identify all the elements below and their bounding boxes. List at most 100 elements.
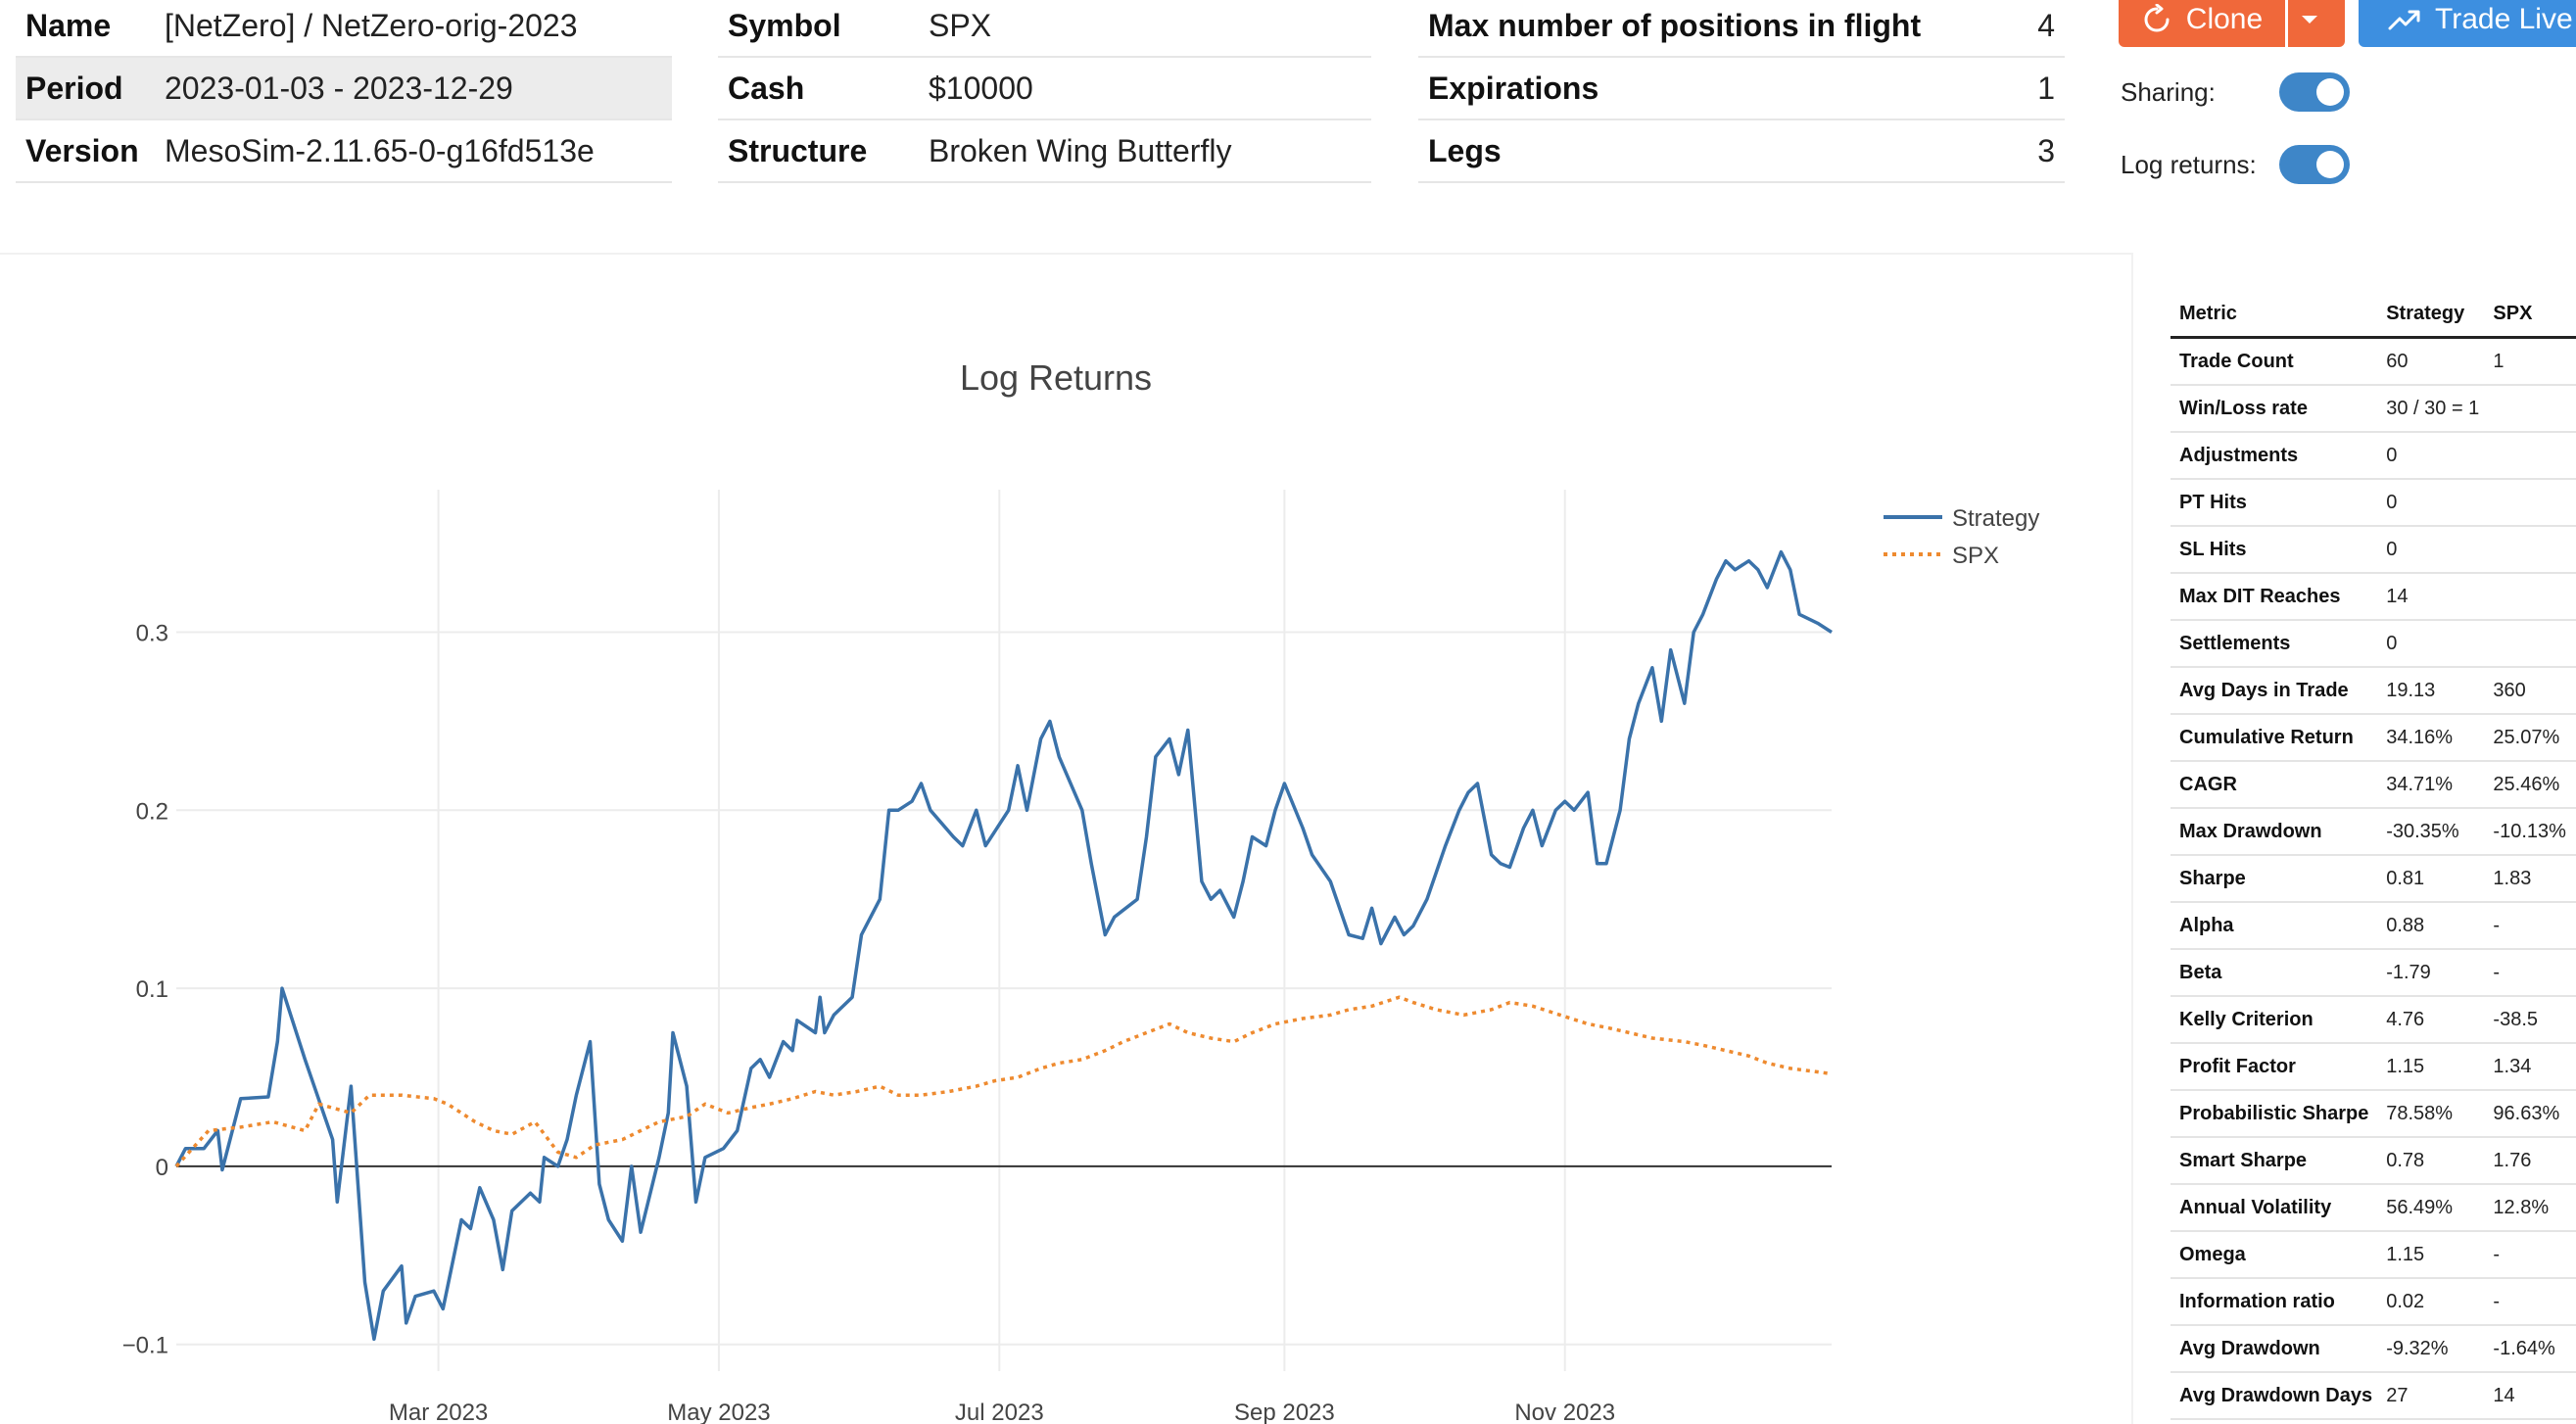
expirations-label: Expirations — [1418, 57, 2032, 120]
trade-live-button[interactable]: Trade Live — [2359, 0, 2576, 47]
strategy-value: 0 — [2377, 620, 2485, 668]
spx-value: - — [2484, 902, 2576, 950]
toggle-knob — [2316, 151, 2344, 178]
metrics-row: Omega 1.15- — [2171, 1231, 2576, 1279]
symbol-value: SPX — [929, 0, 1371, 58]
metric-name: Alpha — [2171, 902, 2378, 950]
spx-value — [2484, 432, 2576, 480]
structure-label: Structure — [718, 119, 929, 183]
metrics-row: Information ratio 0.02- — [2171, 1278, 2576, 1326]
maxpos-label: Max number of positions in flight — [1418, 0, 2032, 58]
legs-label: Legs — [1418, 119, 2032, 183]
spx-value: -1.64% — [2484, 1325, 2576, 1373]
strategy-value: -9.32% — [2377, 1325, 2485, 1373]
metrics-row: Max Drawdown -30.35% -10.13% — [2171, 808, 2576, 856]
spx-value — [2484, 526, 2576, 574]
toggle-knob — [2316, 78, 2344, 106]
spx-value: 96.63% — [2484, 1090, 2576, 1138]
log-returns-toggle[interactable] — [2279, 145, 2350, 184]
strategy-value: 0 — [2377, 526, 2485, 574]
strategy-value: -30.35% — [2377, 808, 2485, 856]
series-line-strategy — [174, 549, 1833, 1342]
spx-value: 360 — [2484, 667, 2576, 715]
panel-divider — [2131, 253, 2133, 1424]
spx-value: 1.76 — [2484, 1137, 2576, 1185]
caret-down-icon — [2302, 16, 2317, 24]
metric-name: Omega — [2171, 1231, 2378, 1279]
metric-name: Annual Volatility — [2171, 1184, 2378, 1232]
strategy-column-header: Strategy — [2377, 291, 2485, 339]
metric-name: Adjustments — [2171, 432, 2378, 480]
sharing-setting: Sharing: — [2121, 72, 2350, 112]
metrics-header-row: Metric Strategy SPX — [2171, 291, 2576, 339]
trade-live-label: Trade Live — [2435, 3, 2573, 35]
x-tick-label: Sep 2023 — [1234, 1400, 1335, 1424]
clone-button[interactable]: Clone — [2119, 0, 2285, 47]
series-line-spx — [174, 995, 1833, 1168]
metric-name: Max Drawdown — [2171, 808, 2378, 856]
cash-label: Cash — [718, 57, 929, 120]
y-tick-label: 0.2 — [136, 798, 168, 825]
metrics-row: Max DIT Reaches 14 — [2171, 573, 2576, 621]
strategy-value: -1.79 — [2377, 949, 2485, 997]
metric-name: Kelly Criterion — [2171, 996, 2378, 1044]
name-value: [NetZero] / NetZero-orig-2023 — [165, 0, 672, 58]
metric-name: SL Hits — [2171, 526, 2378, 574]
info-row-version: Version MesoSim-2.11.65-0-g16fd513e — [16, 119, 672, 183]
metrics-row: Avg Drawdown -9.32% -1.64% — [2171, 1325, 2576, 1373]
clone-button-label: Clone — [2185, 3, 2264, 35]
chart-axes: −0.1 0 0.1 0.2 0.3 Mar 2023 May 2023 Jul 2023 Se… — [122, 620, 1832, 1424]
legend-label: Strategy — [1952, 505, 2039, 532]
metrics-row: CAGR 34.71% 25.46% — [2171, 761, 2576, 809]
y-tick-label: 0.3 — [136, 620, 168, 646]
metric-name: PT Hits — [2171, 479, 2378, 527]
spx-column-header: SPX — [2484, 291, 2576, 339]
strategy-value: 0 — [2377, 479, 2485, 527]
strategy-value: 0.81 — [2377, 855, 2485, 903]
strategy-value: 4.76 — [2377, 996, 2485, 1044]
metric-name: Information ratio — [2171, 1278, 2378, 1326]
strategy-value: 14 — [2377, 573, 2485, 621]
metric-name: Trade Count — [2171, 337, 2378, 386]
metric-name: Sharpe — [2171, 855, 2378, 903]
clone-dropdown-button[interactable] — [2288, 0, 2345, 47]
metrics-row: Smart Sharpe 0.78 1.76 — [2171, 1137, 2576, 1185]
spx-value: 1.83 — [2484, 855, 2576, 903]
metrics-row: SL Hits 0 — [2171, 526, 2576, 574]
metrics-row: Alpha 0.88- — [2171, 902, 2576, 950]
metrics-row: Avg Days in Trade 19.13 360 — [2171, 667, 2576, 715]
x-tick-label: Mar 2023 — [389, 1400, 488, 1424]
version-value: MesoSim-2.11.65-0-g16fd513e — [165, 119, 672, 183]
metric-name: Probabilistic Sharpe — [2171, 1090, 2378, 1138]
info-row-maxpos: Max number of positions in flight 4 — [1418, 0, 2065, 58]
strategy-value: 0.88 — [2377, 902, 2485, 950]
strategy-value: 34.71% — [2377, 761, 2485, 809]
spx-value — [2484, 573, 2576, 621]
spx-value: 1 — [2484, 337, 2576, 386]
metric-name: CAGR — [2171, 761, 2378, 809]
y-tick-label: −0.1 — [122, 1333, 168, 1359]
spx-value: 14 — [2484, 1372, 2576, 1420]
legend-label: SPX — [1952, 543, 1999, 569]
metric-name: Beta — [2171, 949, 2378, 997]
spx-value: - — [2484, 1231, 2576, 1279]
metric-name: Smart Sharpe — [2171, 1137, 2378, 1185]
metrics-row: Probabilistic Sharpe 78.58% 96.63% — [2171, 1090, 2576, 1138]
info-row-period: Period 2023-01-03 - 2023-12-29 — [16, 57, 672, 120]
metrics-row: Trade Count 60 1 — [2171, 337, 2576, 386]
metrics-row: Sharpe 0.81 1.83 — [2171, 855, 2576, 903]
chart-legend: Strategy SPX — [1884, 505, 2039, 569]
metrics-row: PT Hits 0 — [2171, 479, 2576, 527]
period-value: 2023-01-03 - 2023-12-29 — [165, 57, 672, 120]
info-row-legs: Legs 3 — [1418, 119, 2065, 183]
y-tick-label: 0 — [156, 1155, 168, 1181]
spx-value: -10.13% — [2484, 808, 2576, 856]
chart-series — [174, 549, 1833, 1342]
log-returns-label: Log returns: — [2121, 149, 2257, 179]
sharing-toggle[interactable] — [2279, 72, 2350, 112]
info-row-expirations: Expirations 1 — [1418, 57, 2065, 120]
metrics-table: Metric Strategy SPX Trade Count 60 1 Win/Lo… — [2171, 291, 2576, 1420]
spx-value — [2484, 479, 2576, 527]
info-row-symbol: Symbol SPX — [718, 0, 1371, 58]
metrics-row: Avg Drawdown Days 27 14 — [2171, 1372, 2576, 1420]
